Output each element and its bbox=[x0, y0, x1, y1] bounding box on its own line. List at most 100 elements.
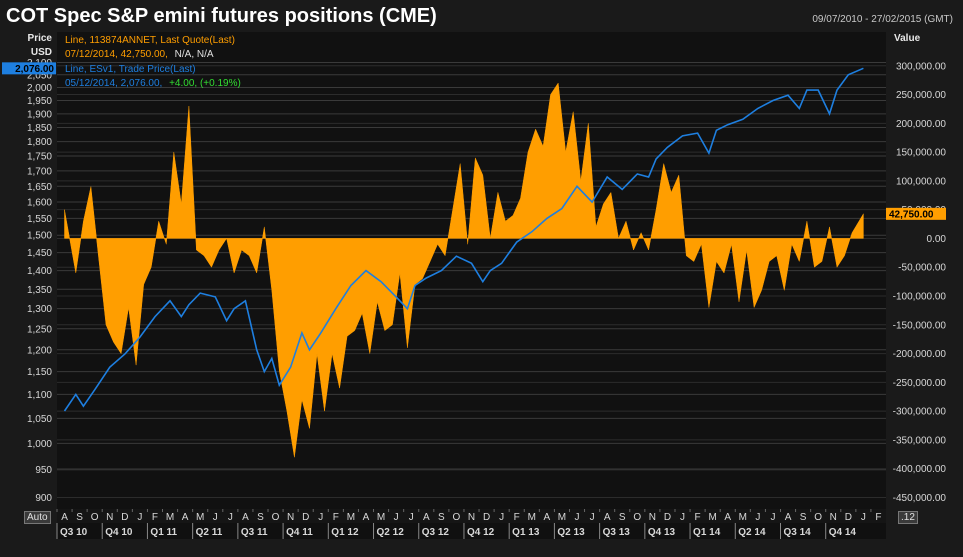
month-label: F bbox=[875, 512, 881, 523]
month-label: D bbox=[845, 512, 852, 523]
legend-price-change: +4.00, (+0.19%) bbox=[169, 78, 241, 89]
left-tick-label: 1,950 bbox=[27, 96, 52, 107]
month-label: A bbox=[182, 512, 189, 523]
quarter-label: Q2 11 bbox=[196, 527, 223, 538]
legend-price-line2: 05/12/2014, 2,076.00, +4.00, (+0.19%) bbox=[65, 78, 241, 89]
quarter-label: Q4 11 bbox=[286, 527, 313, 538]
right-tick-label: -150,000.00 bbox=[893, 320, 947, 331]
left-tick-label: 900 bbox=[35, 493, 52, 504]
left-tick-label: 1,450 bbox=[27, 248, 52, 259]
current-value-label: 42,750.00 bbox=[886, 207, 946, 220]
month-label: J bbox=[770, 512, 775, 523]
month-label: J bbox=[318, 512, 323, 523]
quarter-label: Q4 12 bbox=[467, 527, 495, 538]
left-tick-label: 1,250 bbox=[27, 324, 52, 335]
month-label: M bbox=[558, 512, 566, 523]
legend-price-value: 05/12/2014, 2,076.00, bbox=[65, 78, 162, 89]
quarter-label: Q2 14 bbox=[738, 527, 766, 538]
svg-text:2,076.00: 2,076.00 bbox=[15, 64, 54, 75]
current-price-label: 2,076.00 bbox=[2, 62, 56, 75]
left-tick-label: 1,700 bbox=[27, 166, 52, 177]
month-label: D bbox=[121, 512, 128, 523]
quarter-label: Q3 13 bbox=[603, 527, 631, 538]
left-tick-label: 1,150 bbox=[27, 367, 52, 378]
quarter-label: Q3 12 bbox=[422, 527, 450, 538]
month-label: O bbox=[814, 512, 822, 523]
right-tick-label: 250,000.00 bbox=[896, 90, 946, 101]
left-tick-label: 1,550 bbox=[27, 214, 52, 225]
month-label: A bbox=[724, 512, 731, 523]
month-label: D bbox=[302, 512, 309, 523]
month-label: J bbox=[213, 512, 218, 523]
quarter-label: Q1 11 bbox=[150, 527, 177, 538]
quarter-band bbox=[57, 523, 886, 539]
quarter-label: Q1 13 bbox=[512, 527, 540, 538]
month-label: A bbox=[242, 512, 249, 523]
right-axis-ticks: 300,000.00 250,000.00 200,000.00 150,000.00… bbox=[893, 61, 947, 504]
month-label: M bbox=[166, 512, 174, 523]
month-label: J bbox=[394, 512, 399, 523]
right-tick-label: -50,000.00 bbox=[898, 263, 946, 274]
legend: Line, 113874ANNET, Last Quote(Last) 07/1… bbox=[65, 35, 241, 89]
month-label: S bbox=[257, 512, 264, 523]
left-tick-label: 1,600 bbox=[27, 198, 52, 209]
month-label: M bbox=[528, 512, 536, 523]
right-tick-label: 300,000.00 bbox=[896, 61, 946, 72]
month-label: A bbox=[61, 512, 68, 523]
legend-positions-line2: 07/12/2014, 42,750.00, N/A, N/A bbox=[65, 49, 214, 60]
right-tick-label: 0.00 bbox=[927, 234, 947, 245]
month-label: A bbox=[544, 512, 551, 523]
interval-button[interactable]: .12 bbox=[898, 511, 918, 524]
left-tick-label: 1,800 bbox=[27, 137, 52, 148]
month-label: M bbox=[196, 512, 204, 523]
legend-price-line1: Line, ESv1, Trade Price(Last) bbox=[65, 64, 196, 75]
left-tick-label: 1,350 bbox=[27, 285, 52, 296]
legend-positions-extra: N/A, N/A bbox=[175, 49, 214, 60]
month-label: O bbox=[633, 512, 641, 523]
quarter-label: Q1 12 bbox=[331, 527, 359, 538]
month-label: M bbox=[708, 512, 716, 523]
month-label: O bbox=[91, 512, 99, 523]
left-tick-label: 2,050 bbox=[27, 70, 52, 81]
right-tick-label: 100,000.00 bbox=[896, 176, 946, 187]
month-label: M bbox=[347, 512, 355, 523]
left-tick-label: 1,500 bbox=[27, 231, 52, 242]
quarter-label: Q4 10 bbox=[105, 527, 133, 538]
month-label: S bbox=[619, 512, 626, 523]
month-label: A bbox=[785, 512, 792, 523]
left-axis-label-2: USD bbox=[31, 47, 52, 58]
month-label: S bbox=[76, 512, 83, 523]
right-tick-label: -100,000.00 bbox=[893, 292, 947, 303]
month-label: F bbox=[152, 512, 158, 523]
left-tick-label: 1,200 bbox=[27, 345, 52, 356]
left-tick-label: 1,850 bbox=[27, 123, 52, 134]
month-label: S bbox=[438, 512, 445, 523]
left-tick-label: 1,750 bbox=[27, 152, 52, 163]
grid-lines bbox=[57, 61, 886, 498]
month-label: M bbox=[739, 512, 747, 523]
right-tick-label: -200,000.00 bbox=[893, 349, 947, 360]
x-axis-bands bbox=[57, 509, 886, 539]
month-label: J bbox=[590, 512, 595, 523]
month-label: J bbox=[861, 512, 866, 523]
left-tick-label: 2,000 bbox=[27, 83, 52, 94]
month-label: J bbox=[680, 512, 685, 523]
left-axis-ticks: 2,1002,0502,0001,9501,9001,8501,8001,750… bbox=[27, 58, 52, 504]
auto-scale-button[interactable]: Auto bbox=[24, 511, 51, 524]
positions-area bbox=[64, 82, 864, 458]
right-axis-label: Value bbox=[894, 33, 921, 44]
right-tick-label: -350,000.00 bbox=[893, 435, 947, 446]
month-label: J bbox=[409, 512, 414, 523]
month-label: J bbox=[575, 512, 580, 523]
quarter-label: Q4 14 bbox=[829, 527, 857, 538]
month-label: D bbox=[483, 512, 490, 523]
left-tick-label: 1,100 bbox=[27, 390, 52, 401]
month-label: O bbox=[453, 512, 461, 523]
svg-text:42,750.00: 42,750.00 bbox=[889, 209, 934, 220]
left-tick-label: 1,400 bbox=[27, 266, 52, 277]
right-tick-label: -250,000.00 bbox=[893, 378, 947, 389]
legend-positions-value: 07/12/2014, 42,750.00, bbox=[65, 49, 168, 60]
month-label: F bbox=[514, 512, 520, 523]
